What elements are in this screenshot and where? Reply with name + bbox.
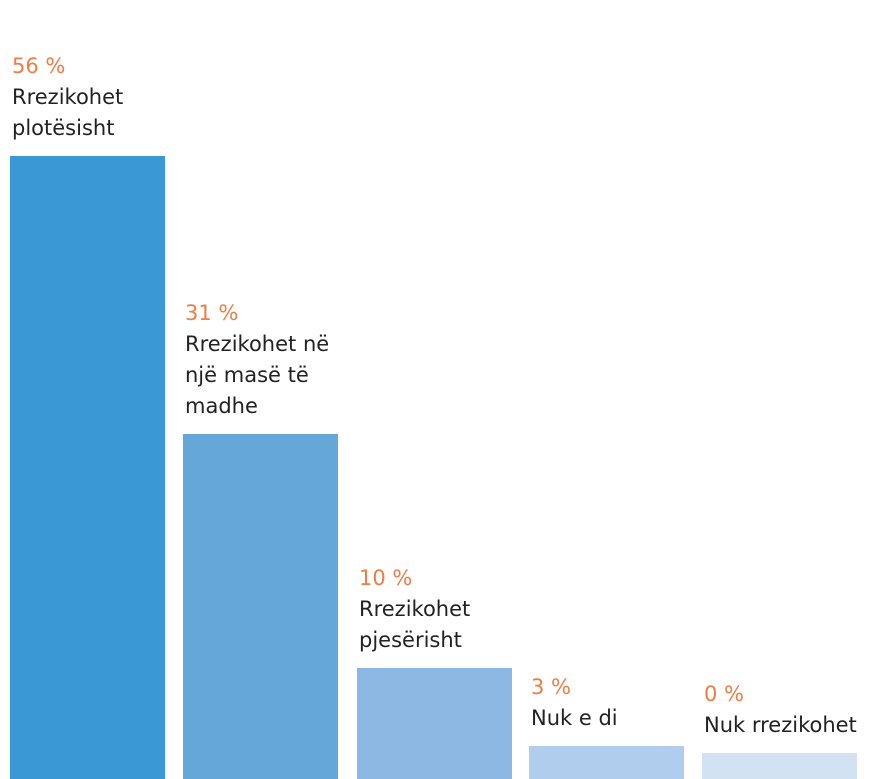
value-label: 56 % xyxy=(12,54,66,78)
value-label: 0 % xyxy=(704,682,744,706)
bar-label: 31 % Rrezikohet në një masë të madhe xyxy=(185,298,385,422)
bar-label: 56 % Rrezikohet plotësisht xyxy=(12,51,212,144)
value-label: 31 % xyxy=(185,301,239,326)
value-label: 10 % xyxy=(359,565,413,590)
bar xyxy=(183,434,338,779)
bar-label: 0 % Nuk rrezikohet xyxy=(704,679,893,741)
category-label: Rrezikohet plotësisht xyxy=(12,85,124,140)
category-label: Rrezikohet pjesërisht xyxy=(359,596,471,652)
category-label: Nuk rrezikohet xyxy=(704,713,857,737)
bar xyxy=(357,667,512,779)
bar-label: 3 % Nuk e di xyxy=(531,672,731,734)
bar xyxy=(529,745,684,779)
bar xyxy=(702,753,857,779)
category-label: Rrezikohet në një masë të madhe xyxy=(185,332,330,419)
bar-label: 10 % Rrezikohet pjesërisht xyxy=(359,563,559,656)
category-label: Nuk e di xyxy=(531,705,618,730)
value-label: 3 % xyxy=(531,674,571,699)
bar xyxy=(10,156,165,779)
